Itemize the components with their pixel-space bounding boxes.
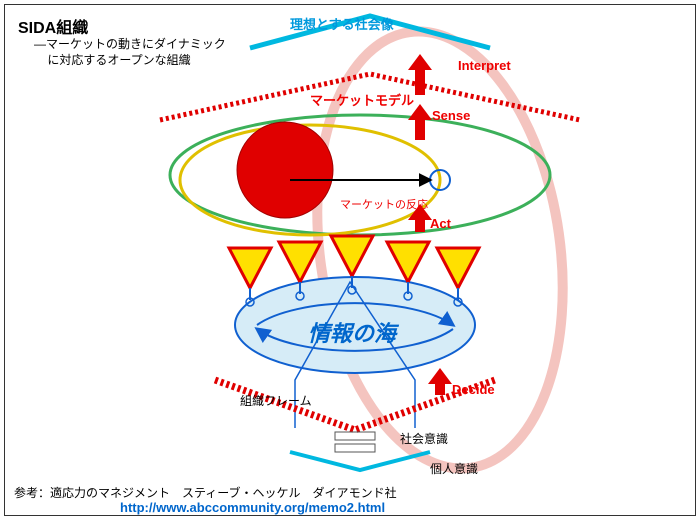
label-sea: 情報の海 xyxy=(308,316,396,348)
label-social: 社会意識 xyxy=(400,430,448,447)
label-interpret: Interpret xyxy=(458,58,511,73)
footer-link[interactable]: http://www.abccommunity.org/memo2.html xyxy=(120,500,385,515)
title: SIDA組織 xyxy=(18,14,88,38)
footer-reference: 参考：適応力のマネジメント スティーブ・ヘッケル ダイアモンド社 xyxy=(14,484,397,501)
label-ideal: 理想とする社会像 xyxy=(290,14,394,33)
label-marketresp: マーケットの反応 xyxy=(340,196,428,212)
diagram-svg xyxy=(0,0,700,520)
label-sense: Sense xyxy=(432,108,470,123)
label-act: Act xyxy=(430,216,451,231)
label-frame: 組織フレーム xyxy=(240,392,312,409)
label-personal: 個人意識 xyxy=(430,460,478,477)
label-decide: Decide xyxy=(452,382,495,397)
subtitle: ―マーケットの動きにダイナミック に対応するオープンな組織 xyxy=(34,36,226,68)
label-marketmodel: マーケットモデル xyxy=(310,90,414,109)
